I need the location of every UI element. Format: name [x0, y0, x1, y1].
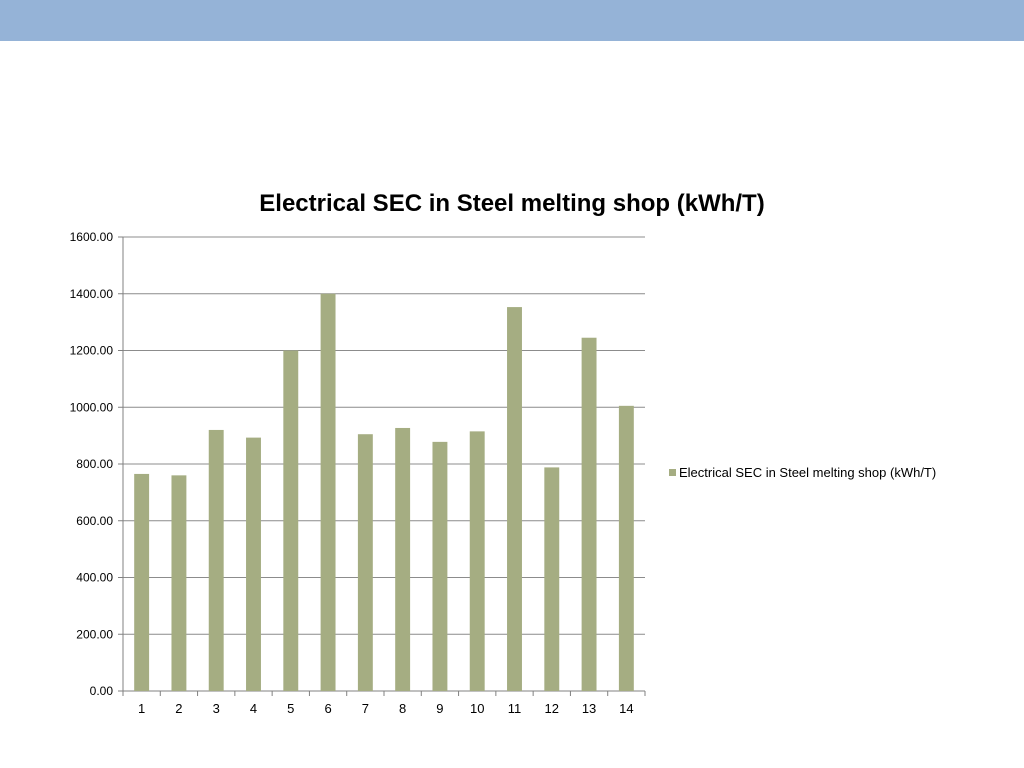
y-tick-label: 1000.00 — [70, 400, 114, 414]
bar — [544, 467, 560, 691]
x-tick-label: 8 — [399, 701, 406, 716]
x-tick-label: 14 — [619, 701, 633, 716]
legend-swatch — [669, 469, 676, 476]
bar — [171, 475, 187, 691]
top-band — [0, 0, 1024, 41]
x-tick-label: 4 — [250, 701, 257, 716]
bar — [320, 293, 336, 691]
x-tick-label: 1 — [138, 701, 145, 716]
x-tick-label: 13 — [582, 701, 596, 716]
bar — [469, 431, 485, 691]
y-tick-label: 1400.00 — [70, 287, 114, 301]
x-tick-label: 2 — [175, 701, 182, 716]
x-tick-label: 6 — [324, 701, 331, 716]
x-tick-label: 3 — [213, 701, 220, 716]
bar — [432, 441, 448, 691]
chart-title-text: Electrical SEC in Steel melting shop (kW… — [259, 190, 765, 217]
legend-label: Electrical SEC in Steel melting shop (kW… — [679, 465, 937, 480]
y-tick-label: 1200.00 — [70, 344, 114, 358]
y-tick-label: 1600.00 — [70, 230, 114, 244]
x-tick-label: 11 — [508, 701, 522, 716]
legend: Electrical SEC in Steel melting shop (kW… — [669, 465, 936, 480]
bar — [507, 307, 522, 691]
bar — [395, 427, 411, 691]
y-tick-label: 400.00 — [76, 571, 113, 585]
bar — [357, 434, 373, 691]
x-tick-label: 7 — [362, 701, 369, 716]
chart-title: Electrical SEC in Steel melting shop (kW… — [0, 190, 1024, 218]
bar — [581, 337, 597, 691]
bar — [283, 350, 299, 691]
x-tick-label: 12 — [545, 701, 559, 716]
bar — [618, 405, 634, 691]
bar — [246, 437, 261, 691]
x-tick-label: 10 — [470, 701, 484, 716]
y-tick-label: 600.00 — [76, 514, 113, 528]
x-tick-label: 9 — [436, 701, 443, 716]
bar — [134, 473, 150, 691]
y-tick-label: 0.00 — [90, 684, 114, 698]
x-tick-label: 5 — [287, 701, 294, 716]
y-tick-label: 800.00 — [76, 457, 113, 471]
y-tick-label: 200.00 — [76, 627, 113, 641]
bar — [208, 429, 224, 691]
